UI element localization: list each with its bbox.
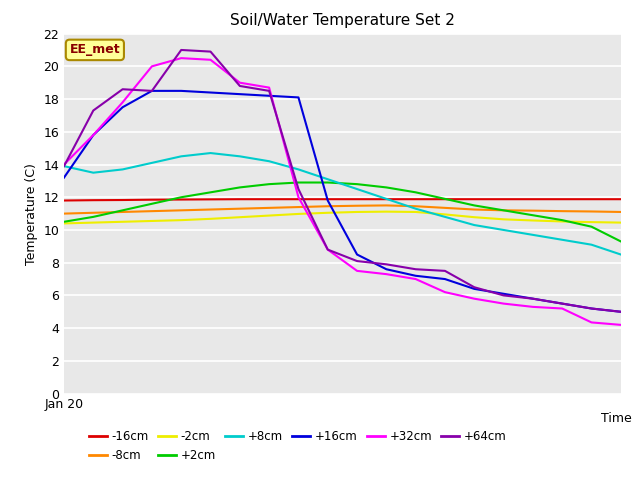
Title: Soil/Water Temperature Set 2: Soil/Water Temperature Set 2 <box>230 13 455 28</box>
Text: EE_met: EE_met <box>70 43 120 56</box>
X-axis label: Time: Time <box>601 411 632 425</box>
Legend: -16cm, -8cm, -2cm, +2cm, +8cm, +16cm, +32cm, +64cm: -16cm, -8cm, -2cm, +2cm, +8cm, +16cm, +3… <box>84 426 511 467</box>
Y-axis label: Temperature (C): Temperature (C) <box>25 163 38 264</box>
